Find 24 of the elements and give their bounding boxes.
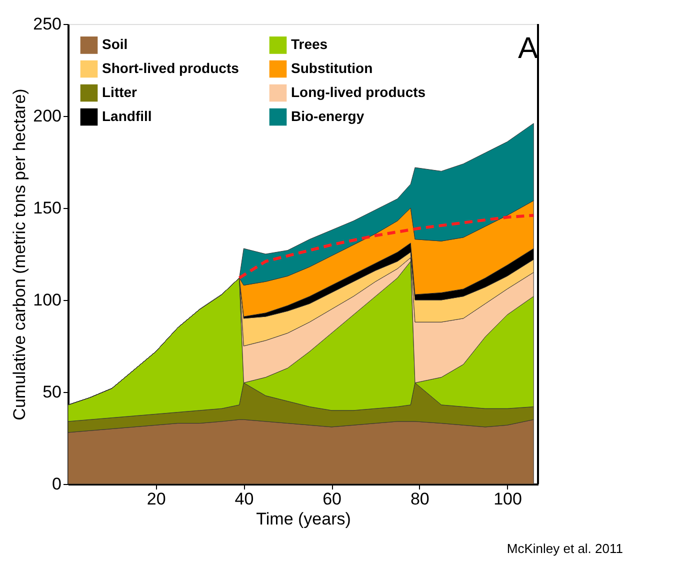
y-tick-label: 0: [52, 474, 62, 494]
legend-label: Long-lived products: [291, 84, 426, 100]
x-tick-label: 60: [322, 490, 342, 508]
legend-label: Soil: [102, 36, 128, 52]
x-axis-title: Time (years): [256, 510, 351, 528]
x-tick-label: 100: [494, 490, 522, 508]
legend-label: Trees: [291, 36, 328, 52]
line-series: [238, 214, 536, 280]
text: McKinley et al. 2011: [506, 541, 623, 556]
legend-label: Landfill: [102, 108, 152, 124]
y-tick-label: 250: [33, 14, 62, 34]
legend-label: Substitution: [291, 60, 373, 76]
y-tick-label: 150: [33, 198, 62, 218]
x-tick-label: 20: [146, 490, 166, 508]
x-tick-label: 40: [234, 490, 254, 508]
legend-label: Litter: [102, 84, 138, 100]
legend-label: Bio-energy: [291, 108, 364, 124]
legend-label: Short-lived products: [102, 60, 240, 76]
y-tick-label: 100: [33, 290, 62, 310]
annotation: A: [518, 32, 538, 65]
y-tick-label: 50: [42, 382, 62, 402]
y-axis-title: Cumulative carbon (metric tons per hectare): [10, 88, 30, 420]
x-tick-label: 80: [410, 490, 430, 508]
y-tick-label: 200: [33, 106, 62, 126]
